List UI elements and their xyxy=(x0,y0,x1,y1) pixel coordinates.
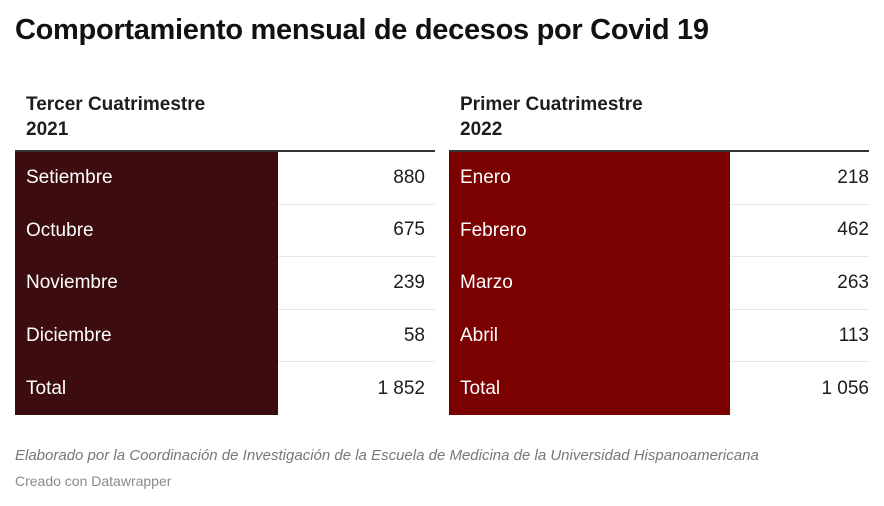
row-value: 263 xyxy=(730,257,869,310)
row-value: 218 xyxy=(730,152,869,205)
row-value: 113 xyxy=(730,310,869,363)
table-header-line1: Tercer Cuatrimestre xyxy=(26,94,206,115)
table-row: Setiembre 880 xyxy=(15,152,435,205)
table-row: Noviembre 239 xyxy=(15,257,435,310)
table-body: Setiembre 880 Octubre 675 Noviembre 239 … xyxy=(15,150,435,415)
row-value: 239 xyxy=(278,257,435,310)
row-label: Febrero xyxy=(449,204,730,258)
row-value: 1 056 xyxy=(821,377,869,399)
table-row: Octubre 675 xyxy=(15,204,435,258)
row-label: Noviembre xyxy=(15,257,278,310)
table-row: Diciembre 58 xyxy=(15,309,435,363)
row-label: Enero xyxy=(449,152,730,205)
table-header-line2: 2022 xyxy=(460,119,503,140)
table-primer-cuatrimestre-2022: Primer Cuatrimestre 2022 Enero 218 Febre… xyxy=(449,92,869,415)
table-row: Febrero 462 xyxy=(449,204,869,258)
row-label: Setiembre xyxy=(15,152,278,205)
row-value: 1 852 xyxy=(377,377,425,399)
source-note: Elaborado por la Coordinación de Investi… xyxy=(15,447,759,464)
table-row: Enero 218 xyxy=(449,152,869,205)
row-label: Abril xyxy=(449,309,730,363)
row-value: 880 xyxy=(278,152,435,205)
row-label: Total xyxy=(15,362,278,415)
table-row-total: Total 1 056 xyxy=(449,362,869,415)
table-row: Abril 113 xyxy=(449,309,869,363)
table-row: Marzo 263 xyxy=(449,257,869,310)
row-value: 58 xyxy=(278,310,435,363)
table-header-line1: Primer Cuatrimestre xyxy=(460,94,643,115)
chart-title: Comportamiento mensual de decesos por Co… xyxy=(15,14,709,46)
datawrapper-credit[interactable]: Creado con Datawrapper xyxy=(15,473,172,489)
row-value: 462 xyxy=(730,205,869,258)
table-row-total: Total 1 852 xyxy=(15,362,435,415)
row-label: Diciembre xyxy=(15,309,278,363)
table-header: Tercer Cuatrimestre 2021 xyxy=(15,92,435,150)
table-header-line2: 2021 xyxy=(26,119,69,140)
table-header: Primer Cuatrimestre 2022 xyxy=(449,92,869,150)
row-label: Octubre xyxy=(15,204,278,258)
table-body: Enero 218 Febrero 462 Marzo 263 Abril 11… xyxy=(449,150,869,415)
row-label: Marzo xyxy=(449,257,730,310)
table-tercer-cuatrimestre-2021: Tercer Cuatrimestre 2021 Setiembre 880 O… xyxy=(15,92,435,415)
row-label: Total xyxy=(449,362,730,415)
row-value: 675 xyxy=(278,205,435,258)
